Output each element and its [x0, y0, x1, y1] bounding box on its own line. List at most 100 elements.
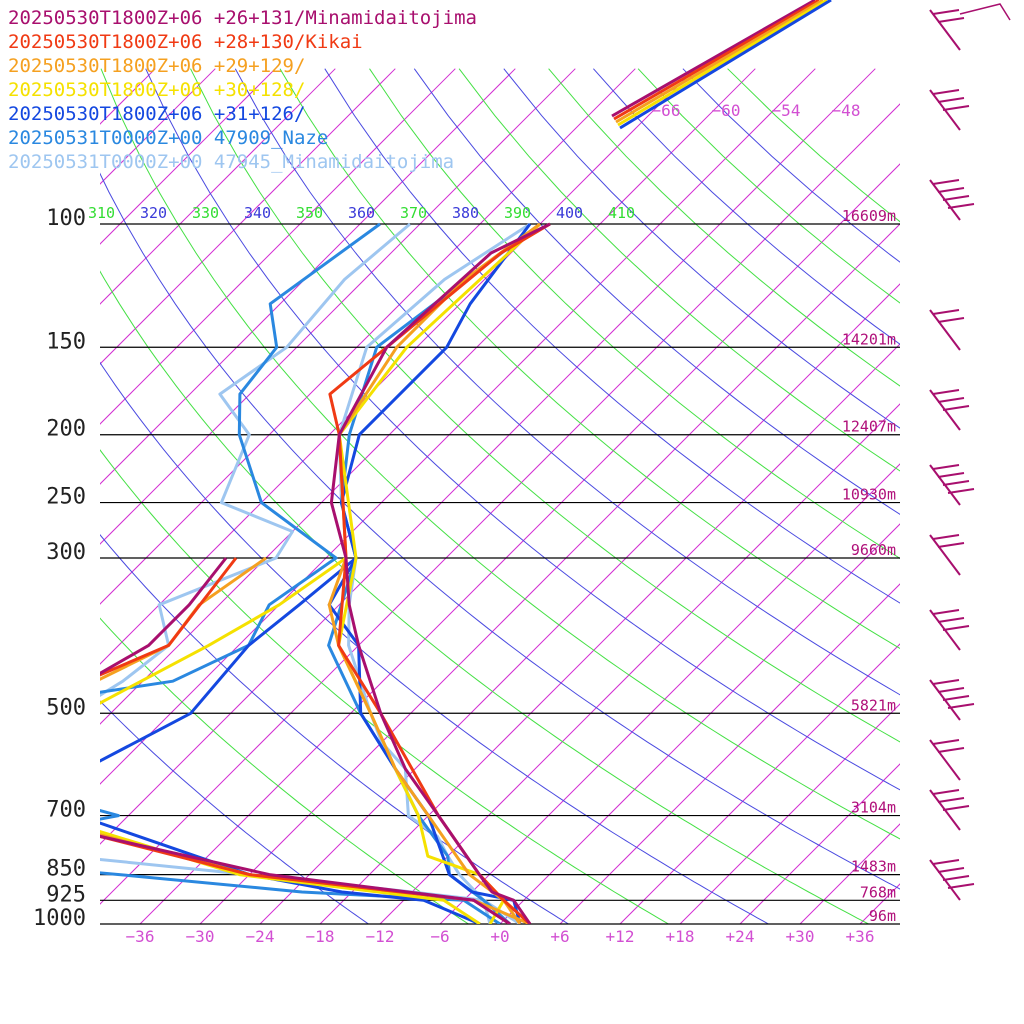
height-label: 768m [860, 883, 896, 901]
height-label: 9660m [851, 541, 896, 559]
pressure-label: 1000 [33, 906, 86, 931]
dry-adiabat-line [100, 617, 469, 924]
temperature-profile-upper [617, 0, 828, 127]
temp-tick-label: +12 [606, 927, 635, 946]
isotherm-line [100, 68, 816, 785]
theta-label: 340 [244, 204, 271, 222]
axis-labels: −36 −30 −24 −18 −12 −6 +0 +6 +12 +18 +24 +30 +36−66−… [88, 101, 874, 946]
isotherm-line [100, 103, 900, 905]
wind-barb [929, 679, 975, 721]
isotherm-line [499, 523, 900, 924]
isotherm-line [920, 69, 1024, 924]
isotherm-label: −48 [832, 101, 861, 120]
temp-tick-label: +36 [846, 927, 875, 946]
temp-tick-label: −36 [126, 927, 155, 946]
dry-adiabat-lines [100, 68, 900, 924]
temperature-profile [329, 222, 551, 924]
dry-adiabat-line [324, 68, 900, 604]
theta-label: 310 [88, 204, 115, 222]
dry-adiabat-line [279, 68, 900, 650]
legend-entry: 20250531T0000Z+00 47945_Minamidaitojima [8, 151, 454, 173]
isotherm-label: −60 [712, 101, 741, 120]
isotherm-line [100, 68, 216, 185]
isotherm-line [799, 823, 900, 924]
temperature-profile-upper [613, 0, 820, 121]
dry-adiabat-line [234, 68, 900, 696]
dewpoint-profile [100, 556, 481, 924]
dry-adiabat-line [369, 68, 900, 559]
isotherm-line [319, 343, 900, 924]
temp-tick-label: −12 [366, 927, 395, 946]
wind-barb [929, 609, 970, 651]
wind-barb [959, 3, 1011, 21]
isotherm-line [100, 68, 456, 425]
legend-entry: 20250530T1800Z+06 +29+129/ [8, 55, 305, 77]
isotherm-line [439, 463, 900, 924]
isotherm-line [199, 223, 900, 924]
temperature-profile-upper [619, 0, 832, 130]
dry-adiabat-line [413, 68, 900, 515]
isotherm-line [100, 68, 396, 365]
wind-barb [929, 534, 965, 576]
isotherm-line [679, 703, 900, 924]
legend-entry: 20250530T1800Z+06 +26+131/Minamidaitojim… [8, 7, 477, 29]
isotherm-line [100, 68, 276, 245]
height-label: 1483m [851, 858, 896, 876]
temp-tick-label: −24 [246, 927, 275, 946]
theta-label: 320 [140, 204, 167, 222]
dewpoint-profile [100, 222, 492, 924]
theta-label: 360 [348, 204, 375, 222]
pressure-label: 250 [46, 485, 86, 510]
temp-tick-label: +30 [786, 927, 815, 946]
dry-adiabat-line [190, 68, 900, 743]
isotherm-line [619, 643, 900, 924]
height-label: 16609m [842, 207, 896, 225]
dewpoint-profile [100, 557, 511, 924]
isotherm-line [100, 68, 696, 665]
legend-entry: 20250530T1800Z+06 +30+128/ [8, 79, 305, 101]
temp-tick-label: −30 [186, 927, 215, 946]
pressure-label: 150 [46, 329, 86, 354]
wind-barb [929, 309, 965, 351]
wind-barb [929, 859, 975, 901]
legend: 20250530T1800Z+06 +26+131/Minamidaitojim… [8, 7, 477, 173]
wind-barb [929, 9, 965, 51]
isotherm-line [139, 163, 900, 924]
wind-barb [929, 179, 975, 221]
pressure-label: 850 [46, 857, 86, 882]
isotherm-line [0, 69, 35, 924]
dry-adiabat-line [100, 449, 669, 924]
wind-barb [929, 789, 970, 831]
pressure-label: 300 [46, 540, 86, 565]
dry-adiabat-line [100, 68, 900, 840]
height-label: 5821m [851, 696, 896, 714]
isotherm-line [259, 283, 900, 924]
pressure-label: 500 [46, 695, 86, 720]
theta-label: 350 [296, 204, 323, 222]
wind-barb [929, 389, 970, 431]
legend-entry: 20250530T1800Z+06 +31+126/ [8, 103, 305, 125]
pressure-label: 100 [46, 206, 86, 231]
dry-adiabat-line [100, 361, 769, 924]
isotherm-lines [0, 68, 1024, 924]
isotherm-line [100, 68, 336, 305]
theta-label: 400 [556, 204, 583, 222]
height-label: 12407m [842, 418, 896, 436]
isotherm-line [559, 583, 900, 924]
temperature-profile-upper [615, 0, 824, 124]
temp-tick-label: −6 [430, 927, 449, 946]
height-label: 10930m [842, 486, 896, 504]
isotherm-line [980, 69, 1024, 924]
dry-adiabat-line [100, 534, 569, 924]
dewpoint-profile [100, 556, 481, 924]
height-label: 14201m [842, 330, 896, 348]
pressure-label: 700 [46, 798, 86, 823]
wind-barb [929, 739, 965, 781]
dewpoint-profile [100, 222, 501, 924]
dry-adiabat-line [100, 700, 369, 924]
isotherm-line [100, 68, 636, 605]
isotherm-line [379, 403, 900, 924]
sounding-profiles [100, 222, 551, 924]
isotherm-line [739, 763, 900, 924]
